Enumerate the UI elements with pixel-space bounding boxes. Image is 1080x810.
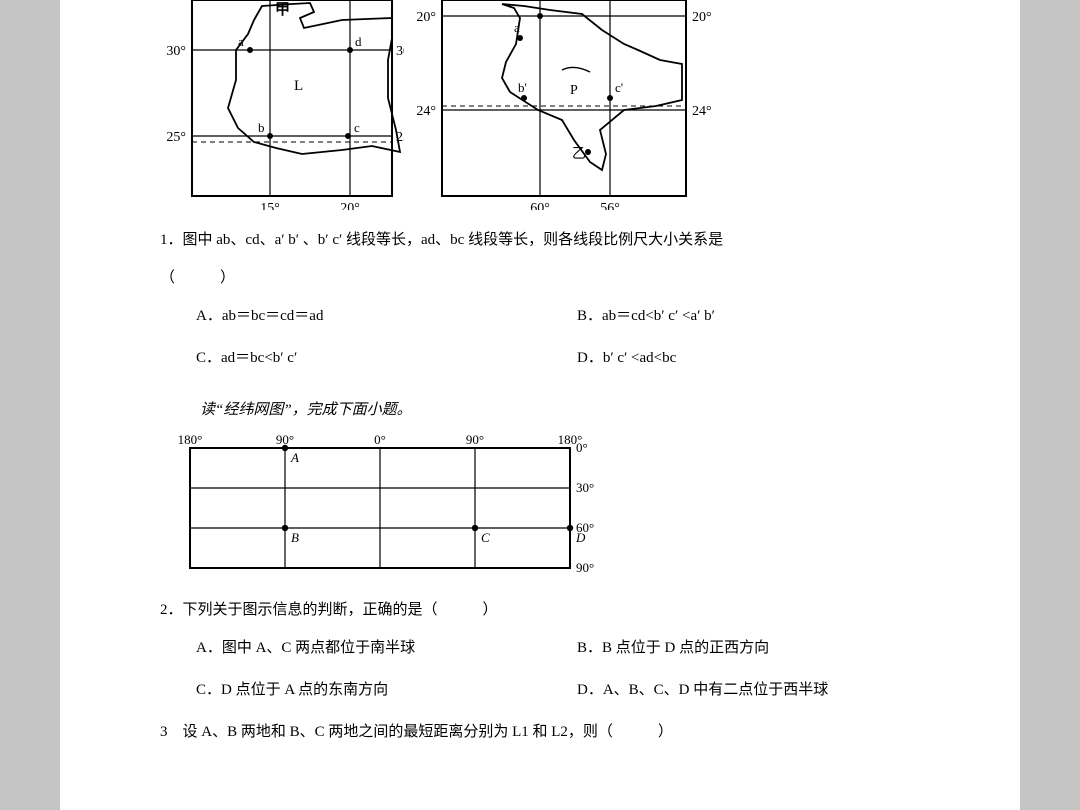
svg-text:90°: 90° [466,432,484,447]
svg-text:0°: 0° [576,440,588,455]
question-1: 1．图中 ab、cd、a′ b′ 、b′ c′ 线段等长，ad、bc 线段等长，… [160,228,940,370]
question-2: 2．下列关于图示信息的判断，正确的是（ ） A．图中 A、C 两点都位于南半球 … [160,598,940,702]
svg-text:c': c' [615,80,623,95]
svg-text:b: b [258,120,265,135]
svg-text:24°: 24° [416,104,436,119]
question-1-text: 1．图中 ab、cd、a′ b′ 、b′ c′ 线段等长，ad、bc 线段等长，… [160,228,940,252]
option-a: A．图中 A、C 两点都位于南半球 [196,636,559,660]
option-c: C．D 点位于 A 点的东南方向 [196,678,559,702]
svg-text:56°: 56° [600,201,620,210]
svg-text:L: L [294,78,303,94]
option-d: D．b′ c′ <ad<bc [577,346,940,370]
map-figure-right: 20° 20° 24° 24° 60° 56° P 乙 a b' c' [414,0,714,210]
question-1-options: A．ab＝bc＝cd＝ad B．ab＝cd<b′ c′ <a′ b′ C．ad＝… [196,304,940,370]
svg-text:30°: 30° [396,44,404,59]
latlong-grid-figure: 180°90°0°90°180°0°30°60°90°、ABCD [160,430,940,580]
option-d: D．A、B、C、D 中有二点位于西半球 [577,678,940,702]
svg-text:甲: 甲 [275,1,290,18]
option-b: B．ab＝cd<b′ c′ <a′ b′ [577,304,940,328]
question-3: 3 设 A、B 两地和 B、C 两地之间的最短距离分别为 L1 和 L2，则（ … [160,720,940,744]
svg-text:60°: 60° [530,201,550,210]
section-2-instruction: 读“经纬网图”，完成下面小题。 [200,398,940,422]
svg-text:24°: 24° [692,104,712,119]
svg-text:B: B [291,530,299,545]
svg-text:25°: 25° [166,130,186,145]
map-figure-left: 30°30°25°25°15°20°甲Ladbc [160,0,404,210]
svg-text:a: a [238,34,244,49]
option-a: A．ab＝bc＝cd＝ad [196,304,559,328]
svg-text:0°: 0° [374,432,386,447]
svg-text:b': b' [518,80,527,95]
svg-text:C: C [481,530,490,545]
svg-text:A: A [290,450,299,465]
figure-row-top: 30°30°25°25°15°20°甲Ladbc 20°20°24°24°60°… [160,0,940,210]
question-2-options: A．图中 A、C 两点都位于南半球 B．B 点位于 D 点的正西方向 C．D 点… [196,636,940,702]
svg-text:a: a [514,20,520,35]
exam-page: 30°30°25°25°15°20°甲Ladbc 20°20°24°24°60°… [60,0,1020,810]
svg-text:15°: 15° [260,201,280,210]
svg-text:P: P [570,83,578,98]
svg-text:30°: 30° [166,44,186,59]
svg-text:乙: 乙 [572,146,586,162]
option-b: B．B 点位于 D 点的正西方向 [577,636,940,660]
svg-text:20°: 20° [692,10,712,25]
svg-text:180°: 180° [178,432,203,447]
svg-text:20°: 20° [416,10,436,25]
question-1-paren: （ ） [160,266,940,290]
svg-text:90°: 90° [276,432,294,447]
option-c: C．ad＝bc<b′ c′ [196,346,559,370]
latlong-grid-svg: 180°90°0°90°180°0°30°60°90°、ABCD [160,430,600,580]
svg-text:d: d [355,34,362,49]
question-3-text: 3 设 A、B 两地和 B、C 两地之间的最短距离分别为 L1 和 L2，则（ … [160,720,940,744]
svg-text:D: D [575,530,586,545]
svg-text:30°: 30° [576,480,594,495]
svg-text:90°: 90° [576,560,594,575]
question-2-text: 2．下列关于图示信息的判断，正确的是（ ） [160,598,940,622]
svg-text:20°: 20° [340,201,360,210]
svg-text:c: c [354,120,360,135]
